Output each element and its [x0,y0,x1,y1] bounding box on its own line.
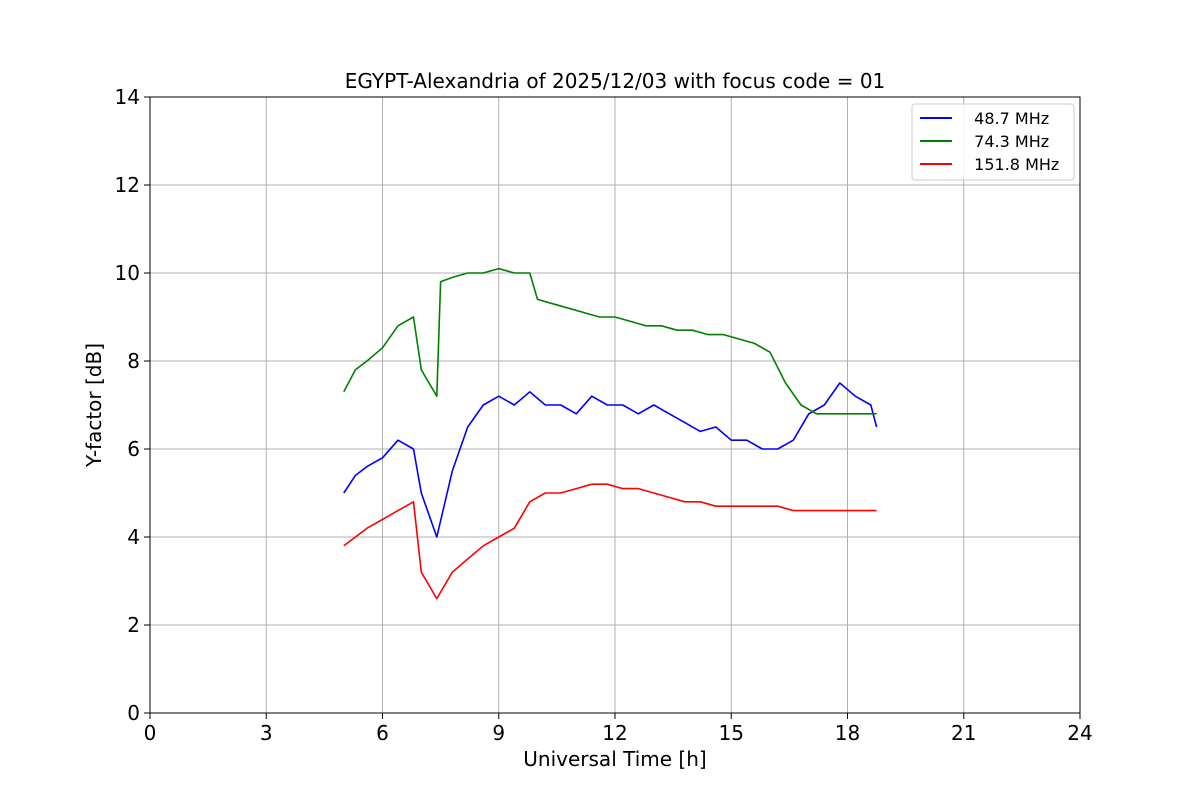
legend: 48.7 MHz 74.3 MHz 151.8 MHz [911,103,1075,181]
x-tick-label: 15 [719,721,744,745]
y-tick-label: 6 [127,437,140,461]
x-tick-label: 24 [1067,721,1092,745]
chart-title: EGYPT-Alexandria of 2025/12/03 with focu… [345,69,886,93]
y-axis-label: Y-factor [dB] [82,343,106,468]
x-tick-label: 3 [260,721,273,745]
series-line-0 [343,382,878,538]
legend-label: 74.3 MHz [964,132,1049,151]
y-tick-label: 14 [115,85,140,109]
x-tick-label: 9 [492,721,505,745]
y-tick-label: 4 [127,525,140,549]
legend-box [911,103,1075,181]
series-line-1 [343,267,877,415]
y-tick-label: 2 [127,613,140,637]
legend-label: 151.8 MHz [964,155,1059,174]
y-tick-label: 10 [115,261,140,285]
legend-label: 48.7 MHz [964,109,1049,128]
series-layer [343,267,878,600]
y-tick-label: 8 [127,349,140,373]
x-tick-label: 6 [376,721,389,745]
x-tick-label: 0 [144,721,157,745]
y-tick-label: 0 [127,701,140,725]
y-tick-label: 12 [115,173,140,197]
x-tick-label: 12 [602,721,627,745]
x-tick-label: 18 [835,721,860,745]
x-tick-label: 21 [951,721,976,745]
series-line-2 [343,483,877,600]
x-axis-label: Universal Time [h] [523,747,706,771]
